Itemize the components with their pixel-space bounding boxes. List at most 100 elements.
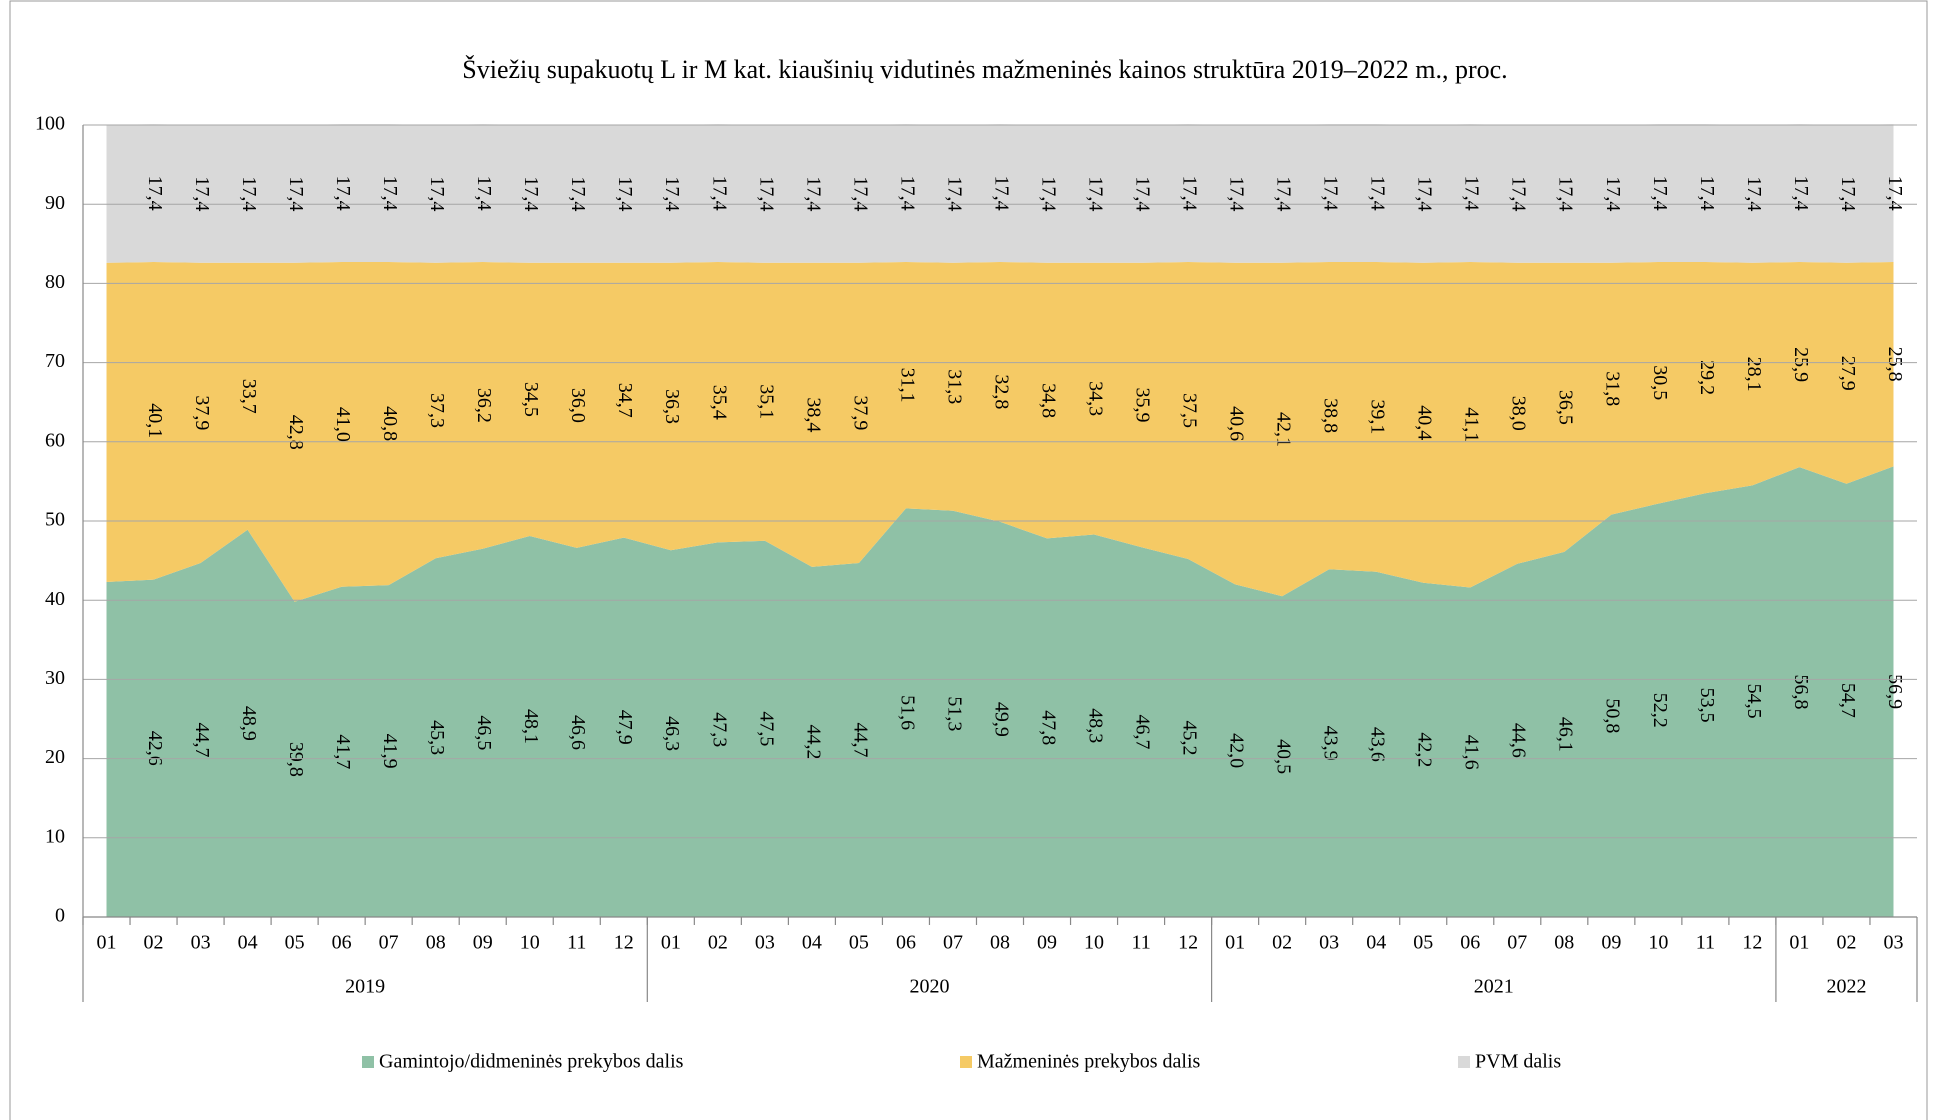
data-label: 43,9 [1320,726,1342,761]
data-label: 17,4 [238,176,260,211]
x-tick-label: 08 [1554,932,1574,954]
x-tick-label: 02 [1272,932,1292,954]
data-label: 17,4 [990,176,1012,211]
x-tick-label: 09 [473,932,493,954]
data-label: 37,9 [849,395,871,430]
x-tick-label: 02 [144,932,164,954]
data-label: 41,0 [332,407,354,442]
y-tick-label: 100 [35,113,65,135]
data-label: 30,5 [1649,365,1671,400]
x-tick-label: 02 [708,932,728,954]
data-label: 17,4 [567,176,589,211]
data-label: 43,6 [1367,727,1389,762]
data-label: 40,1 [144,403,166,438]
data-label: 17,4 [379,176,401,211]
data-label: 17,4 [1273,176,1295,211]
data-label: 46,7 [1131,715,1153,750]
data-label: 17,4 [1179,176,1201,211]
year-label: 2020 [909,976,949,998]
chart-title: Šviežių supakuotų L ir M kat. kiaušinių … [462,55,1507,84]
year-label: 2021 [1474,976,1514,998]
data-label: 33,7 [238,379,260,414]
data-label: 17,4 [708,176,730,211]
data-label: 35,9 [1131,387,1153,422]
data-label: 46,3 [661,716,683,751]
data-label: 46,5 [473,715,495,750]
data-label: 40,6 [1226,406,1248,441]
data-label: 17,4 [473,176,495,211]
y-tick-label: 60 [45,429,65,451]
data-label: 17,4 [896,176,918,211]
x-tick-label: 11 [1696,932,1715,954]
data-label: 17,4 [661,176,683,211]
x-tick-label: 06 [896,932,916,954]
data-label: 42,1 [1273,412,1295,447]
x-tick-label: 03 [755,932,775,954]
data-label: 44,6 [1508,723,1530,758]
x-tick-label: 02 [1836,932,1856,954]
data-label: 31,8 [1602,371,1624,406]
data-label: 34,7 [614,383,636,418]
data-label: 34,3 [1084,381,1106,416]
y-tick-label: 30 [45,667,65,689]
data-label: 17,4 [849,176,871,211]
x-tick-label: 08 [990,932,1010,954]
x-tick-label: 07 [943,932,963,954]
y-tick-label: 0 [55,905,65,927]
data-label: 36,2 [473,388,495,423]
legend-label: PVM dalis [1475,1051,1561,1073]
area [106,124,1894,263]
data-label: 42,6 [144,731,166,766]
x-tick-label: 08 [426,932,446,954]
data-label: 17,4 [614,176,636,211]
chart-frame [9,0,1928,1120]
data-label: 48,9 [238,706,260,741]
data-label: 17,4 [426,176,448,211]
data-label: 40,5 [1273,739,1295,774]
data-label: 28,1 [1743,357,1765,392]
data-label: 52,2 [1649,693,1671,728]
data-label: 49,9 [990,702,1012,737]
data-label: 17,4 [285,176,307,211]
data-label: 17,4 [1837,176,1859,211]
data-label: 35,1 [755,384,777,419]
year-label: 2019 [345,976,385,998]
x-tick-label: 03 [1319,932,1339,954]
data-label: 17,4 [1555,176,1577,211]
year-label: 2022 [1826,976,1866,998]
data-label: 17,4 [332,176,354,211]
x-tick-label: 04 [802,932,822,954]
data-label: 17,4 [191,176,213,211]
data-label: 31,3 [943,369,965,404]
data-label: 17,4 [1131,176,1153,211]
area [106,262,1894,602]
data-label: 41,1 [1461,407,1483,442]
x-tick-label: 03 [1883,932,1903,954]
data-label: 44,7 [191,722,213,757]
x-tick-label: 12 [1742,932,1762,954]
x-tick-label: 06 [1460,932,1480,954]
data-label: 54,7 [1837,683,1859,718]
x-tick-label: 11 [567,932,586,954]
data-label: 39,1 [1367,399,1389,434]
data-label: 44,2 [802,724,824,759]
data-label: 17,4 [1320,176,1342,211]
data-label: 42,8 [285,415,307,450]
y-tick-label: 20 [45,746,65,768]
legend-swatch [362,1056,374,1068]
data-label: 47,3 [708,712,730,747]
x-tick-label: 04 [1366,932,1386,954]
data-label: 17,4 [1790,176,1812,211]
x-tick-label: 07 [1507,932,1527,954]
x-tick-label: 05 [849,932,869,954]
data-label: 17,4 [520,176,542,211]
data-label: 51,3 [943,696,965,731]
x-tick-label: 10 [1084,932,1104,954]
y-tick-label: 80 [45,271,65,293]
x-tick-label: 09 [1601,932,1621,954]
data-label: 53,5 [1696,688,1718,723]
data-label: 47,5 [755,711,777,746]
data-label: 37,3 [426,393,448,428]
data-label: 46,6 [567,715,589,750]
